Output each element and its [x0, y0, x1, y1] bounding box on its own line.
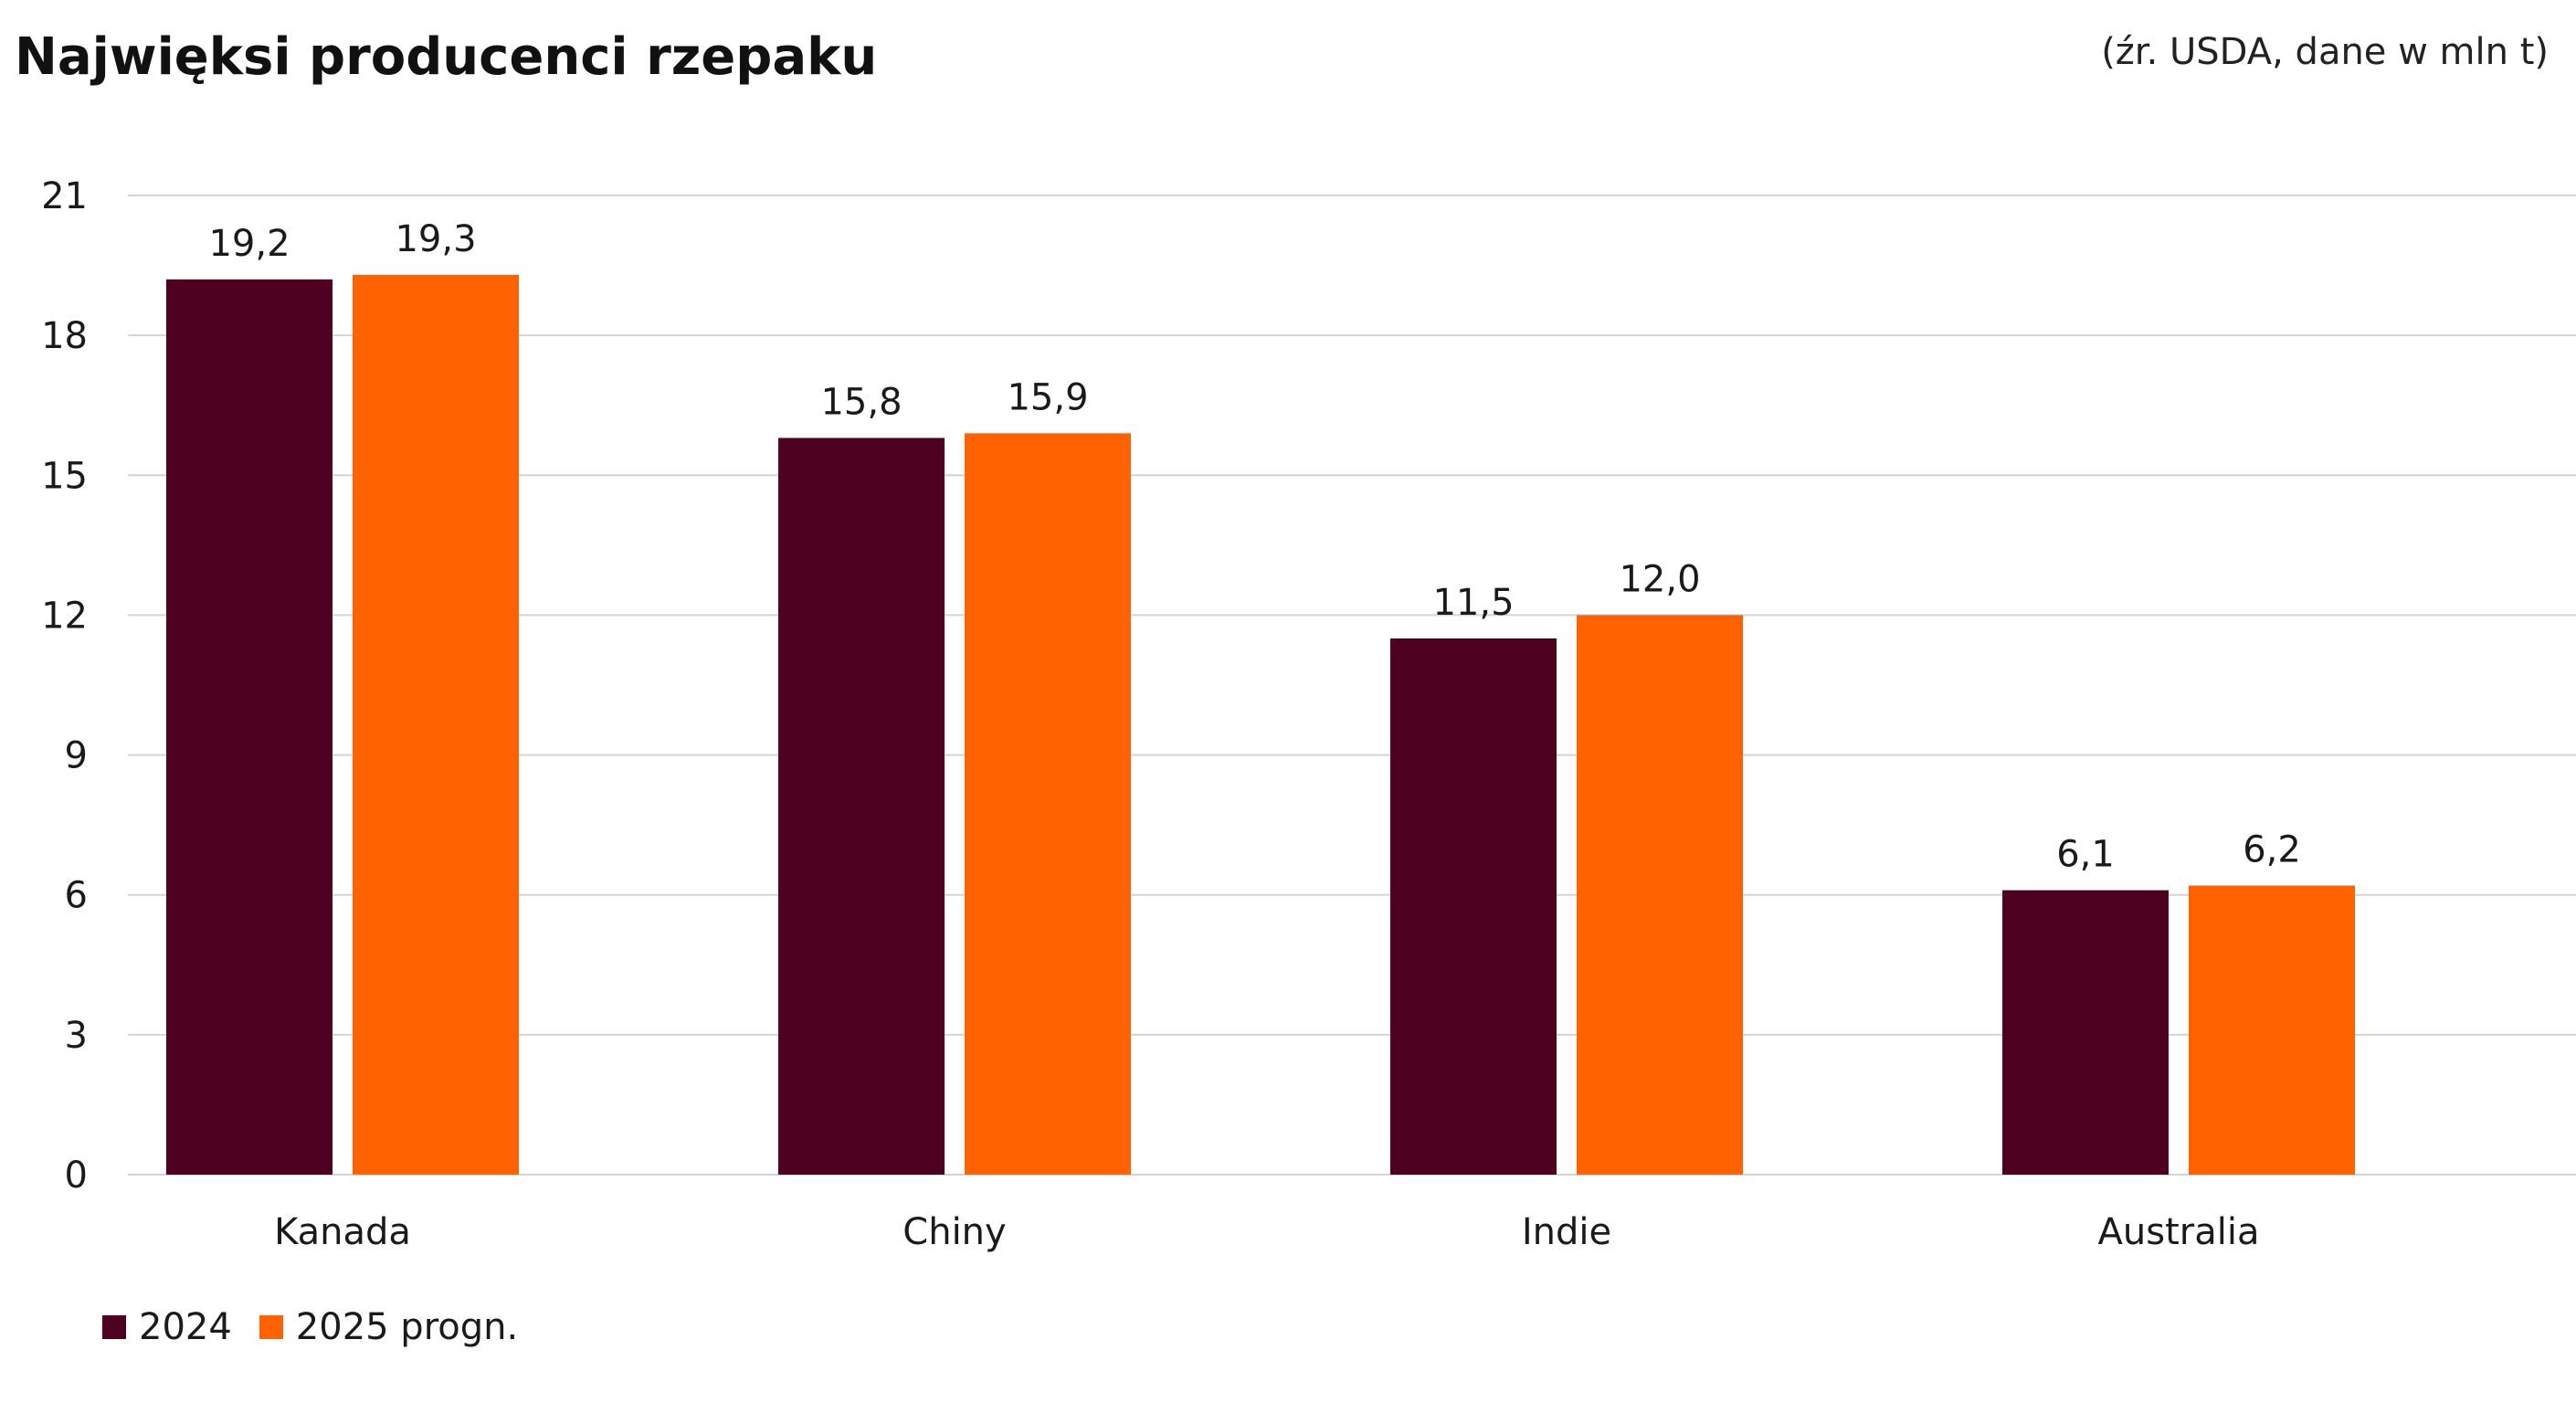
bar [1577, 615, 1743, 1175]
x-tick-label: Indie [1522, 1211, 1611, 1253]
y-tick-label: 6 [65, 875, 88, 917]
bar [2002, 890, 2169, 1175]
bar [2189, 885, 2355, 1175]
legend-item-2025: 2025 progn. [259, 1306, 518, 1348]
legend-swatch-2025 [259, 1315, 283, 1339]
data-label: 15,8 [820, 381, 902, 423]
legend-label-2025: 2025 progn. [295, 1306, 519, 1348]
data-label: 19,3 [395, 218, 476, 260]
y-tick-label: 21 [41, 175, 88, 217]
y-tick-label: 12 [41, 595, 88, 637]
x-tick-label: Kanada [274, 1211, 411, 1253]
legend-item-2024: 2024 [102, 1306, 232, 1348]
legend: 2024 2025 progn. [102, 1306, 545, 1348]
legend-label-2024: 2024 [139, 1306, 232, 1348]
chart-title: Najwięksi producenci rzepaku [15, 27, 878, 87]
bar [353, 274, 519, 1175]
bar [965, 433, 1131, 1175]
bar [1390, 638, 1557, 1175]
data-label: 6,1 [2056, 834, 2115, 876]
x-tick-label: Chiny [903, 1211, 1006, 1253]
data-label: 19,2 [208, 223, 290, 265]
data-label: 12,0 [1619, 558, 1700, 600]
data-label: 15,9 [1007, 376, 1088, 418]
y-tick-label: 15 [41, 455, 88, 497]
x-tick-label: Australia [2098, 1211, 2260, 1253]
legend-swatch-2024 [102, 1315, 126, 1339]
data-label: 11,5 [1432, 582, 1514, 624]
data-label: 6,2 [2243, 829, 2301, 871]
y-tick-label: 0 [65, 1155, 88, 1197]
y-tick-label: 18 [41, 315, 88, 357]
y-tick-label: 3 [65, 1015, 88, 1057]
bar [778, 438, 945, 1175]
y-tick-label: 9 [65, 735, 88, 777]
bar [166, 279, 333, 1175]
chart-source-note: (źr. USDA, dane w mln t) [2101, 31, 2549, 73]
